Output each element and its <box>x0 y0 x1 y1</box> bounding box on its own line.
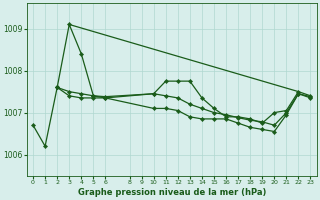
X-axis label: Graphe pression niveau de la mer (hPa): Graphe pression niveau de la mer (hPa) <box>77 188 266 197</box>
